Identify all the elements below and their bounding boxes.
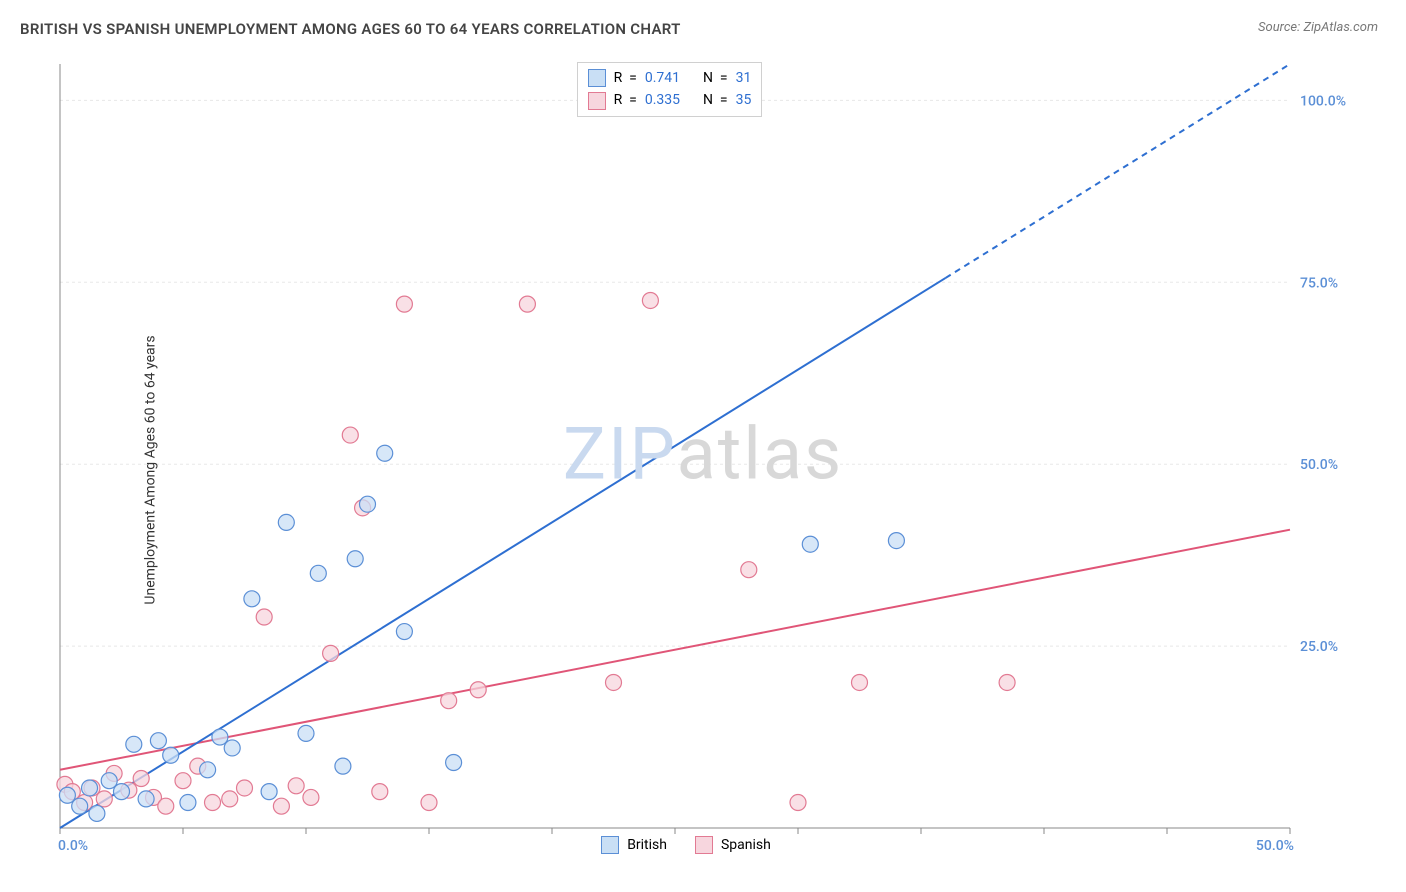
n-value-spanish: 35 (736, 89, 752, 111)
swatch-british (601, 836, 619, 854)
r-label: R = (614, 67, 637, 89)
legend-label-spanish: Spanish (721, 837, 771, 853)
svg-text:50.0%: 50.0% (1300, 457, 1338, 473)
swatch-spanish (695, 836, 713, 854)
n-label: N = (703, 89, 728, 111)
n-label: N = (703, 67, 728, 89)
svg-text:25.0%: 25.0% (1300, 639, 1338, 655)
y-axis-label: Unemployment Among Ages 60 to 64 years (143, 335, 159, 604)
legend-item-spanish: Spanish (695, 836, 771, 854)
swatch-spanish (588, 92, 606, 110)
svg-text:100.0%: 100.0% (1300, 93, 1346, 109)
r-value-british: 0.741 (645, 67, 680, 89)
legend-item-british: British (601, 836, 667, 854)
correlation-legend-row-british: R = 0.741 N = 31 (588, 67, 752, 89)
source-prefix: Source: (1258, 20, 1303, 35)
correlation-legend-row-spanish: R = 0.335 N = 35 (588, 89, 752, 111)
svg-text:75.0%: 75.0% (1300, 275, 1338, 291)
svg-text:0.0%: 0.0% (58, 838, 88, 854)
r-label: R = (614, 89, 637, 111)
chart-title: BRITISH VS SPANISH UNEMPLOYMENT AMONG AG… (20, 20, 681, 38)
chart-container: Unemployment Among Ages 60 to 64 years 0… (20, 58, 1386, 882)
series-legend: British Spanish (601, 836, 771, 854)
source-name: ZipAtlas.com (1303, 20, 1378, 35)
n-value-british: 31 (736, 67, 752, 89)
legend-label-british: British (627, 837, 667, 853)
scatter-plot-svg: 0.0% 50.0% 25.0% 50.0% 75.0% 100.0% (20, 58, 1360, 868)
correlation-legend: R = 0.741 N = 31 R = 0.335 N = 35 (577, 62, 763, 117)
r-value-spanish: 0.335 (645, 89, 680, 111)
swatch-british (588, 69, 606, 87)
source-attribution: Source: ZipAtlas.com (1258, 20, 1378, 35)
svg-text:50.0%: 50.0% (1256, 838, 1294, 854)
